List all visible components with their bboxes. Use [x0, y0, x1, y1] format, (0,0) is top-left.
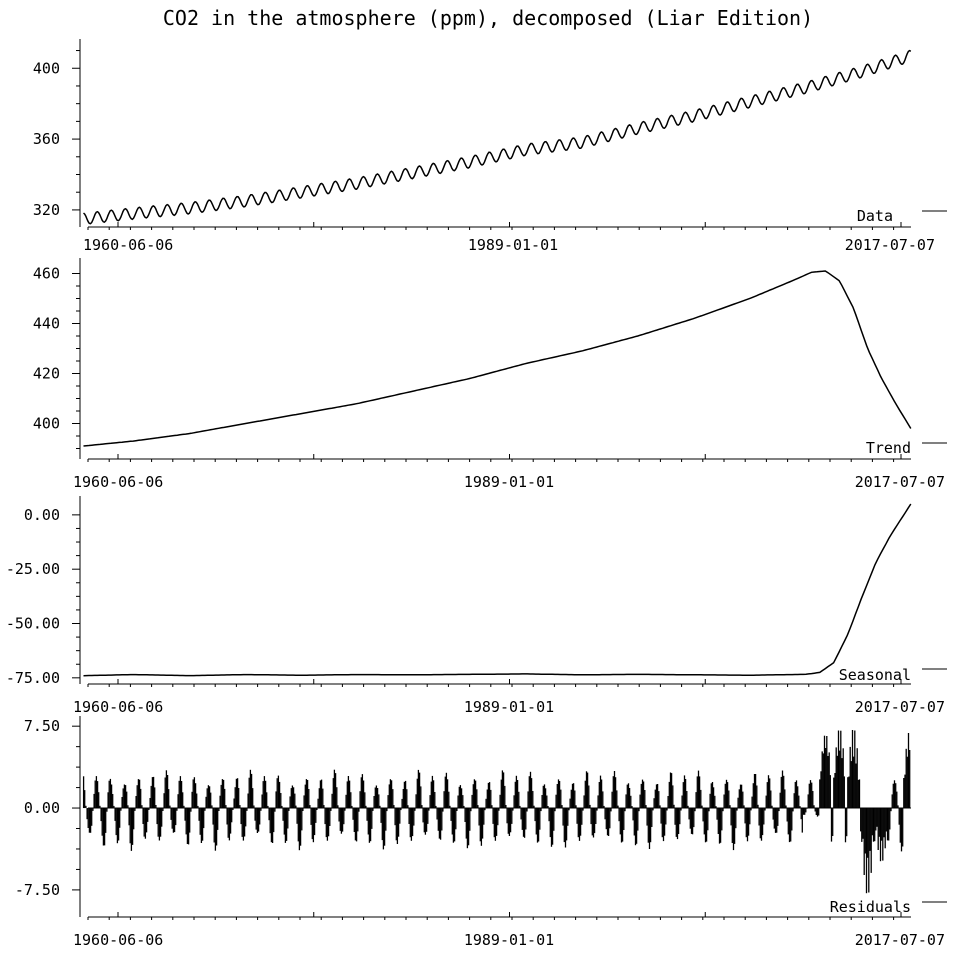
y-tick-label-trend: 440 [33, 315, 60, 333]
y-tick-label-data: 360 [33, 130, 60, 148]
panel-trend: 400 420 440 460 1960-06-06 1989-01-01 2017-07-… [33, 258, 947, 491]
y-tick-label-data: 400 [33, 59, 60, 77]
panels: 320 360 400 1960-06-06 1989-01-01 2017-07-07 D… [6, 39, 947, 949]
y-tick-label-residuals: -7.50 [15, 881, 60, 899]
x-tick-label-seasonal: 2017-07-07 [855, 698, 945, 716]
panel-seasonal: -75.00 -50.00 -25.00 0.00 1960-06-06 1989-01-… [6, 496, 947, 716]
y-tick-label-seasonal: -75.00 [6, 669, 60, 687]
y-tick-label-trend: 420 [33, 365, 60, 383]
trend-series-line [83, 270, 912, 447]
x-tick-label-seasonal: 1989-01-01 [464, 698, 554, 716]
x-tick-label-data: 1989-01-01 [468, 236, 558, 254]
data-series-line [83, 49, 912, 225]
chart-title: CO2 in the atmosphere (ppm), decomposed … [163, 6, 813, 30]
x-tick-label-seasonal: 1960-06-06 [73, 698, 163, 716]
y-tick-label-trend: 400 [33, 415, 60, 433]
panel-label-residuals: Residuals [830, 898, 911, 916]
y-tick-label-data: 320 [33, 201, 60, 219]
y-tick-label-seasonal: 0.00 [24, 506, 60, 524]
panel-data: 320 360 400 1960-06-06 1989-01-01 2017-07-07 D… [33, 39, 947, 254]
y-tick-label-trend: 460 [33, 265, 60, 283]
panel-residuals: -7.50 0.00 7.50 1960-06-06 1989-01-01 2017-07… [15, 716, 947, 949]
y-tick-label-residuals: 7.50 [24, 717, 60, 735]
y-tick-label-residuals: 0.00 [24, 799, 60, 817]
panel-label-data: Data [857, 207, 893, 225]
x-tick-label-trend: 1989-01-01 [464, 473, 554, 491]
x-tick-label-residuals: 1960-06-06 [73, 931, 163, 949]
x-tick-label-trend: 2017-07-07 [855, 473, 945, 491]
y-tick-label-seasonal: -25.00 [6, 560, 60, 578]
y-tick-label-seasonal: -50.00 [6, 615, 60, 633]
x-tick-label-data: 1960-06-06 [83, 236, 173, 254]
seasonal-series-line [83, 503, 912, 677]
x-tick-label-residuals: 2017-07-07 [855, 931, 945, 949]
x-tick-label-data: 2017-07-07 [845, 236, 935, 254]
x-tick-label-residuals: 1989-01-01 [464, 931, 554, 949]
panel-label-trend: Trend [866, 439, 911, 457]
panel-label-seasonal: Seasonal [839, 666, 911, 684]
x-tick-label-trend: 1960-06-06 [73, 473, 163, 491]
